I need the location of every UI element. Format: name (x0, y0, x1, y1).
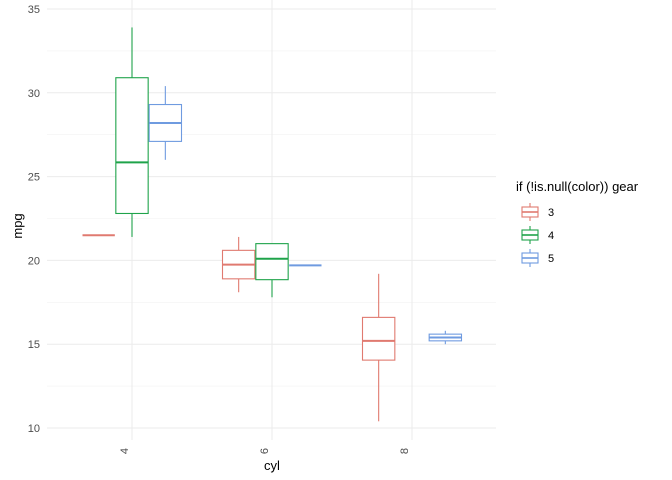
box-gear-4-cyl-6 (255, 243, 289, 298)
y-tick-label: 10 (28, 423, 40, 435)
box-iqr (115, 77, 149, 215)
y-tick-label: 15 (28, 339, 40, 351)
x-axis-ticks: 4 6 8 (119, 448, 411, 454)
y-axis-title: mpg (10, 213, 25, 238)
box-gear-4-cyl-4 (115, 27, 149, 237)
box-gear-3-cyl-8 (361, 273, 396, 422)
legend-entry-5: 5 (521, 249, 554, 267)
box-iqr (255, 243, 289, 281)
boxplot-marks (82, 27, 463, 422)
y-tick-label: 20 (28, 255, 40, 267)
box-iqr (361, 316, 396, 361)
legend-entry-3: 3 (521, 203, 554, 221)
legend-label: 3 (548, 207, 554, 219)
legend-label: 4 (548, 230, 554, 242)
x-tick-label: 4 (119, 448, 131, 454)
box-gear-5-cyl-8 (428, 330, 463, 345)
legend-label: 5 (548, 253, 554, 265)
y-axis-ticks: 10 15 20 25 30 35 (28, 4, 40, 435)
x-tick-label: 8 (399, 448, 411, 454)
box-gear-3-cyl-6 (221, 236, 256, 293)
grid-lines (47, 0, 496, 440)
box-gear-5-cyl-4 (148, 86, 183, 160)
y-tick-label: 35 (28, 4, 40, 16)
y-tick-label: 30 (28, 88, 40, 100)
x-tick-label: 6 (259, 448, 271, 454)
legend-title: if (!is.null(color)) gear (516, 179, 639, 194)
x-axis-title: cyl (264, 458, 280, 473)
legend-entry-4: 4 (521, 226, 554, 244)
y-tick-label: 25 (28, 172, 40, 184)
legend: if (!is.null(color)) gear 3 4 5 (516, 179, 639, 267)
